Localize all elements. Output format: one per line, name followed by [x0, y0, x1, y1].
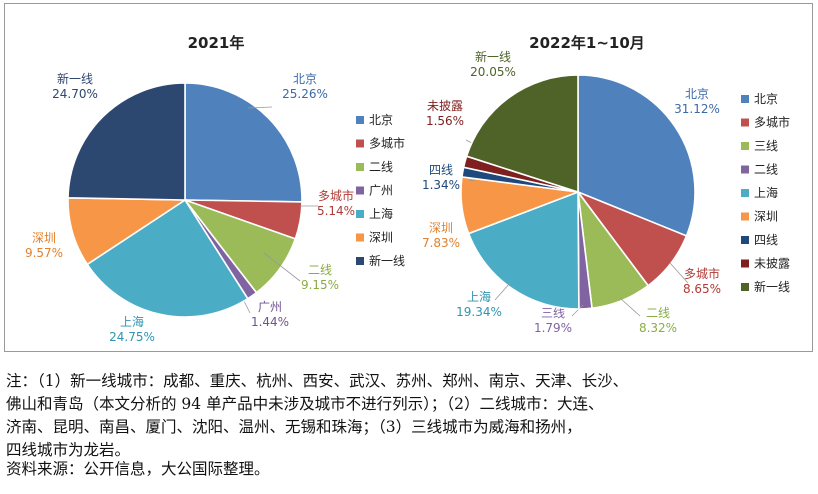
- slice-value-label: 7.83%: [422, 236, 460, 250]
- pie-chart-2022: 2022年1~10月 北京31.12%多城市8.65%二线8.32%三线1.79…: [422, 34, 790, 335]
- slice-label: 新一线: [475, 49, 511, 64]
- leader-line: [669, 262, 689, 284]
- legend-swatch: [356, 233, 364, 242]
- source-note: 资料来源：公开信息，大公国际整理。: [6, 460, 270, 478]
- pie-slice-2021-6: [67, 82, 186, 201]
- legend-label: 北京: [754, 92, 778, 106]
- legend-label: 上海: [754, 185, 778, 200]
- legend-label: 四线: [754, 233, 778, 247]
- note-line: 济南、昆明、南昌、厦门、沈阳、温州、无锡和珠海；（3）三线城市为威海和扬州，: [6, 418, 582, 436]
- legend-swatch: [741, 236, 749, 244]
- legend-label: 新一线: [369, 253, 405, 268]
- slice-value-label: 9.57%: [25, 246, 63, 260]
- slice-label: 广州: [258, 300, 282, 314]
- leader-line: [263, 252, 301, 282]
- leader-line: [247, 106, 273, 109]
- slice-value-label: 8.65%: [683, 282, 721, 296]
- pie-slice-2022-0: [577, 74, 696, 237]
- chart-title-2022: 2022年1~10月: [529, 34, 645, 52]
- leader-line: [571, 304, 584, 317]
- legend-swatch: [741, 118, 749, 127]
- slice-value-label: 24.75%: [109, 330, 155, 344]
- slice-value-label: 24.70%: [52, 87, 98, 101]
- slice-value-label: 1.56%: [426, 114, 464, 128]
- charts-canvas: 2021年 北京25.26%多城市5.14%二线9.15%广州1.44%上海24…: [25, 34, 790, 344]
- slice-label: 北京: [293, 72, 317, 86]
- note-line: 佛山和青岛（本文分析的 94 单产品中未涉及城市不进行列示）；（2）二线城市：大…: [6, 395, 604, 413]
- slice-label: 上海: [120, 314, 144, 329]
- legend-swatch: [356, 210, 364, 218]
- legend-swatch: [741, 95, 749, 103]
- slice-value-label: 31.12%: [674, 102, 720, 116]
- slice-label: 深圳: [32, 231, 56, 245]
- pie-chart-2021: 2021年 北京25.26%多城市5.14%二线9.15%广州1.44%上海24…: [25, 34, 405, 344]
- pie-slice-2021-0: [184, 82, 303, 203]
- slice-label: 多城市: [684, 266, 720, 281]
- legend-swatch: [741, 189, 749, 197]
- leader-line: [465, 139, 473, 144]
- slice-label: 二线: [646, 306, 670, 320]
- legend-label: 多城市: [754, 115, 790, 130]
- legend-label: 广州: [369, 184, 393, 198]
- leader-line: [619, 297, 641, 317]
- legend-swatch: [741, 142, 749, 150]
- chart-title-2021: 2021年: [188, 34, 245, 52]
- legend-swatch: [741, 283, 749, 291]
- notes-block: 注：（1）新一线城市：成都、重庆、杭州、西安、武汉、苏州、郑州、南京、天津、长沙…: [6, 370, 814, 462]
- slice-value-label: 9.15%: [301, 278, 339, 292]
- legend-swatch: [356, 139, 364, 148]
- legend-swatch: [356, 116, 364, 124]
- legend-label: 上海: [369, 206, 393, 221]
- pie-slice-2022-4: [467, 190, 580, 310]
- note-line: 四线城市为龙岩。: [6, 441, 131, 459]
- legend-swatch: [356, 186, 364, 195]
- slice-value-label: 1.79%: [534, 321, 572, 335]
- pie-slice-2021-4: [86, 198, 249, 318]
- legend-label: 新一线: [754, 279, 790, 294]
- legend-label: 二线: [754, 163, 778, 177]
- slice-value-label: 1.34%: [422, 178, 460, 192]
- slice-label: 深圳: [429, 221, 453, 235]
- legend-swatch: [741, 165, 749, 174]
- legend-label: 深圳: [754, 210, 778, 224]
- legend-label: 未披露: [754, 257, 790, 271]
- slice-label: 二线: [308, 263, 332, 277]
- legend-label: 深圳: [369, 231, 393, 245]
- slice-label: 四线: [429, 163, 453, 177]
- chart-frame: [4, 3, 813, 352]
- slice-label: 北京: [685, 87, 709, 101]
- legend-swatch: [741, 259, 749, 268]
- legend-label: 三线: [754, 139, 778, 153]
- slice-label: 新一线: [57, 71, 93, 86]
- slice-label: 三线: [541, 306, 565, 320]
- slice-value-label: 25.26%: [282, 87, 328, 101]
- pie-slice-2022-8: [465, 74, 579, 194]
- slice-value-label: 5.14%: [317, 204, 355, 218]
- slice-value-label: 19.34%: [456, 305, 502, 319]
- legend-swatch: [741, 212, 749, 221]
- slice-label: 多城市: [318, 188, 354, 203]
- slice-value-label: 20.05%: [470, 65, 516, 79]
- leader-line: [468, 179, 477, 182]
- legend-label: 多城市: [369, 136, 405, 151]
- legend-swatch: [356, 163, 364, 171]
- slice-label: 未披露: [427, 99, 463, 113]
- note-line: 注：（1）新一线城市：成都、重庆、杭州、西安、武汉、苏州、郑州、南京、天津、长沙…: [6, 372, 629, 390]
- legend-label: 二线: [369, 160, 393, 174]
- legend-label: 北京: [369, 113, 393, 127]
- slice-value-label: 8.32%: [639, 321, 677, 335]
- legend-swatch: [356, 257, 364, 265]
- leader-line: [494, 282, 511, 301]
- slice-label: 上海: [467, 289, 491, 304]
- slice-value-label: 1.44%: [251, 315, 289, 329]
